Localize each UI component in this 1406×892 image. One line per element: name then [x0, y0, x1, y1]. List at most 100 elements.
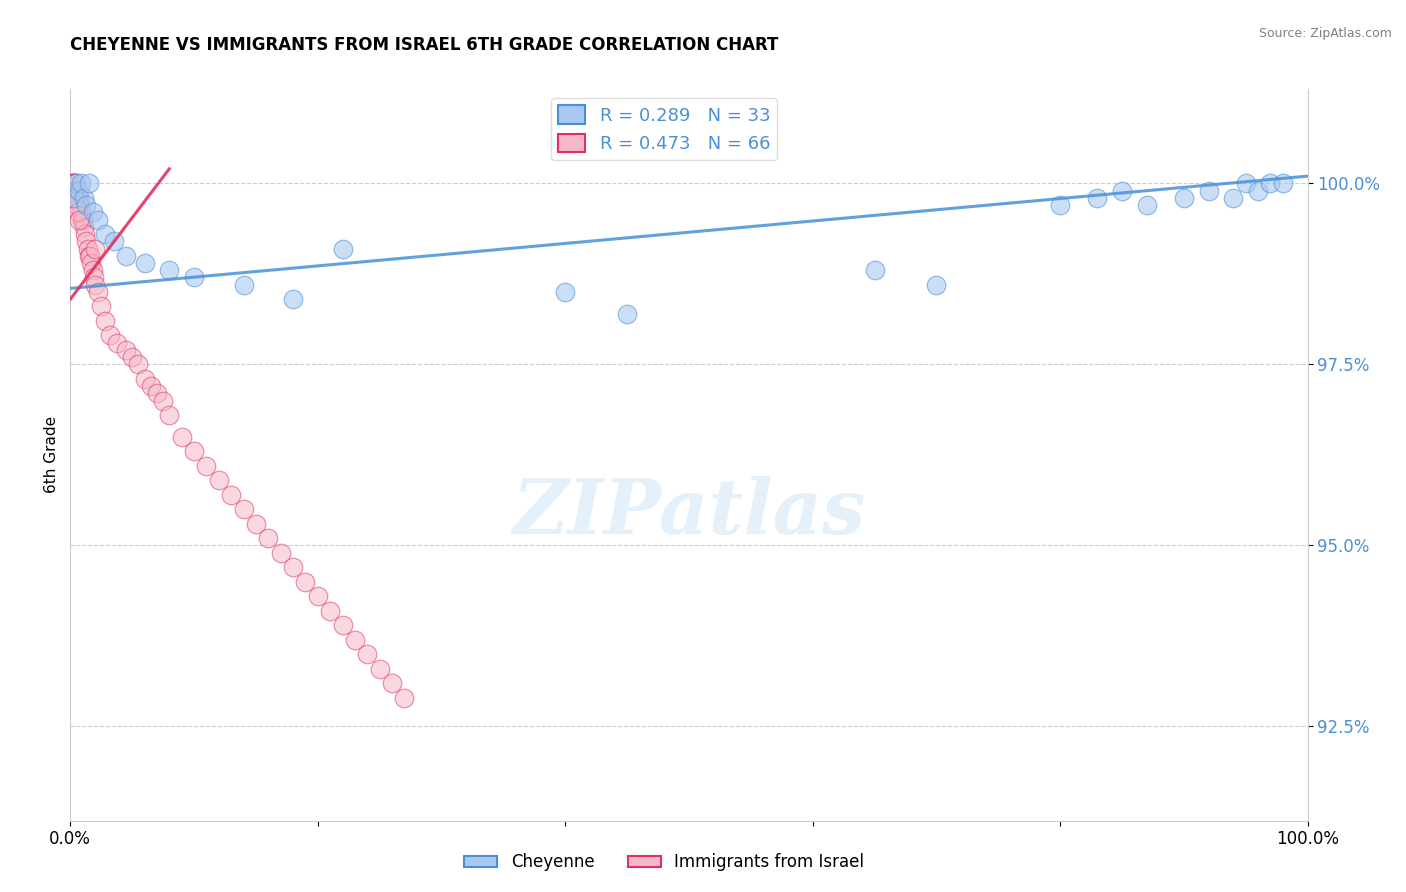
- Point: [115, 343, 138, 357]
- Point: [1234, 177, 1257, 191]
- Point: [69, 198, 91, 212]
- Y-axis label: 6th Grade: 6th Grade: [44, 417, 59, 493]
- Point: [66, 205, 89, 219]
- Point: [67, 212, 90, 227]
- Point: [62, 177, 84, 191]
- Point: [84, 277, 107, 292]
- Point: [281, 292, 304, 306]
- Point: [75, 198, 97, 212]
- Point: [73, 219, 96, 234]
- Point: [925, 277, 948, 292]
- Point: [157, 263, 180, 277]
- Point: [1260, 177, 1282, 191]
- Text: Source: ZipAtlas.com: Source: ZipAtlas.com: [1258, 27, 1392, 40]
- Point: [332, 618, 354, 632]
- Point: [616, 307, 638, 321]
- Point: [195, 458, 218, 473]
- Point: [70, 205, 93, 219]
- Point: [394, 690, 416, 705]
- Point: [70, 177, 93, 191]
- Text: CHEYENNE VS IMMIGRANTS FROM ISRAEL 6TH GRADE CORRELATION CHART: CHEYENNE VS IMMIGRANTS FROM ISRAEL 6TH G…: [70, 36, 779, 54]
- Point: [381, 676, 404, 690]
- Point: [67, 184, 90, 198]
- Text: ZIPatlas: ZIPatlas: [512, 476, 866, 550]
- Point: [245, 516, 267, 531]
- Point: [60, 177, 83, 191]
- Point: [79, 249, 101, 263]
- Point: [863, 263, 886, 277]
- Point: [80, 256, 103, 270]
- Point: [98, 328, 121, 343]
- Point: [69, 198, 91, 212]
- Point: [75, 227, 97, 241]
- Point: [1049, 198, 1071, 212]
- Point: [67, 191, 90, 205]
- Point: [257, 531, 280, 545]
- Point: [1198, 184, 1220, 198]
- Point: [63, 184, 86, 198]
- Point: [294, 574, 316, 589]
- Point: [170, 430, 193, 444]
- Point: [208, 473, 231, 487]
- Point: [103, 234, 125, 248]
- Point: [65, 184, 87, 198]
- Point: [66, 191, 89, 205]
- Point: [157, 408, 180, 422]
- Point: [82, 205, 104, 219]
- Point: [65, 184, 87, 198]
- Point: [72, 212, 94, 227]
- Point: [554, 285, 576, 299]
- Point: [219, 488, 242, 502]
- Point: [343, 632, 366, 647]
- Point: [1085, 191, 1108, 205]
- Point: [281, 560, 304, 574]
- Point: [63, 177, 86, 191]
- Point: [86, 285, 108, 299]
- Point: [115, 249, 138, 263]
- Point: [75, 234, 97, 248]
- Point: [67, 191, 90, 205]
- Legend: Cheyenne, Immigrants from Israel: Cheyenne, Immigrants from Israel: [457, 847, 870, 878]
- Point: [63, 191, 86, 205]
- Point: [82, 263, 104, 277]
- Point: [307, 589, 329, 603]
- Point: [77, 249, 100, 263]
- Point: [83, 270, 105, 285]
- Point: [134, 256, 156, 270]
- Point: [319, 604, 342, 618]
- Point: [1222, 191, 1244, 205]
- Point: [65, 177, 87, 191]
- Point: [183, 270, 205, 285]
- Point: [134, 372, 156, 386]
- Point: [94, 314, 117, 328]
- Point: [77, 177, 100, 191]
- Point: [63, 177, 86, 191]
- Point: [62, 177, 84, 191]
- Point: [183, 444, 205, 458]
- Point: [66, 184, 89, 198]
- Point: [105, 335, 128, 350]
- Point: [139, 379, 162, 393]
- Point: [368, 662, 391, 676]
- Point: [232, 277, 254, 292]
- Point: [152, 393, 174, 408]
- Point: [86, 212, 108, 227]
- Point: [76, 242, 98, 256]
- Point: [69, 205, 91, 219]
- Point: [1111, 184, 1133, 198]
- Point: [1173, 191, 1195, 205]
- Point: [232, 502, 254, 516]
- Point: [146, 386, 169, 401]
- Point: [70, 212, 93, 227]
- Point: [94, 227, 117, 241]
- Point: [65, 191, 87, 205]
- Point: [65, 198, 87, 212]
- Point: [1136, 198, 1159, 212]
- Point: [84, 242, 107, 256]
- Point: [121, 350, 143, 364]
- Point: [332, 242, 354, 256]
- Point: [356, 647, 378, 661]
- Point: [73, 191, 96, 205]
- Point: [65, 177, 87, 191]
- Point: [1271, 177, 1294, 191]
